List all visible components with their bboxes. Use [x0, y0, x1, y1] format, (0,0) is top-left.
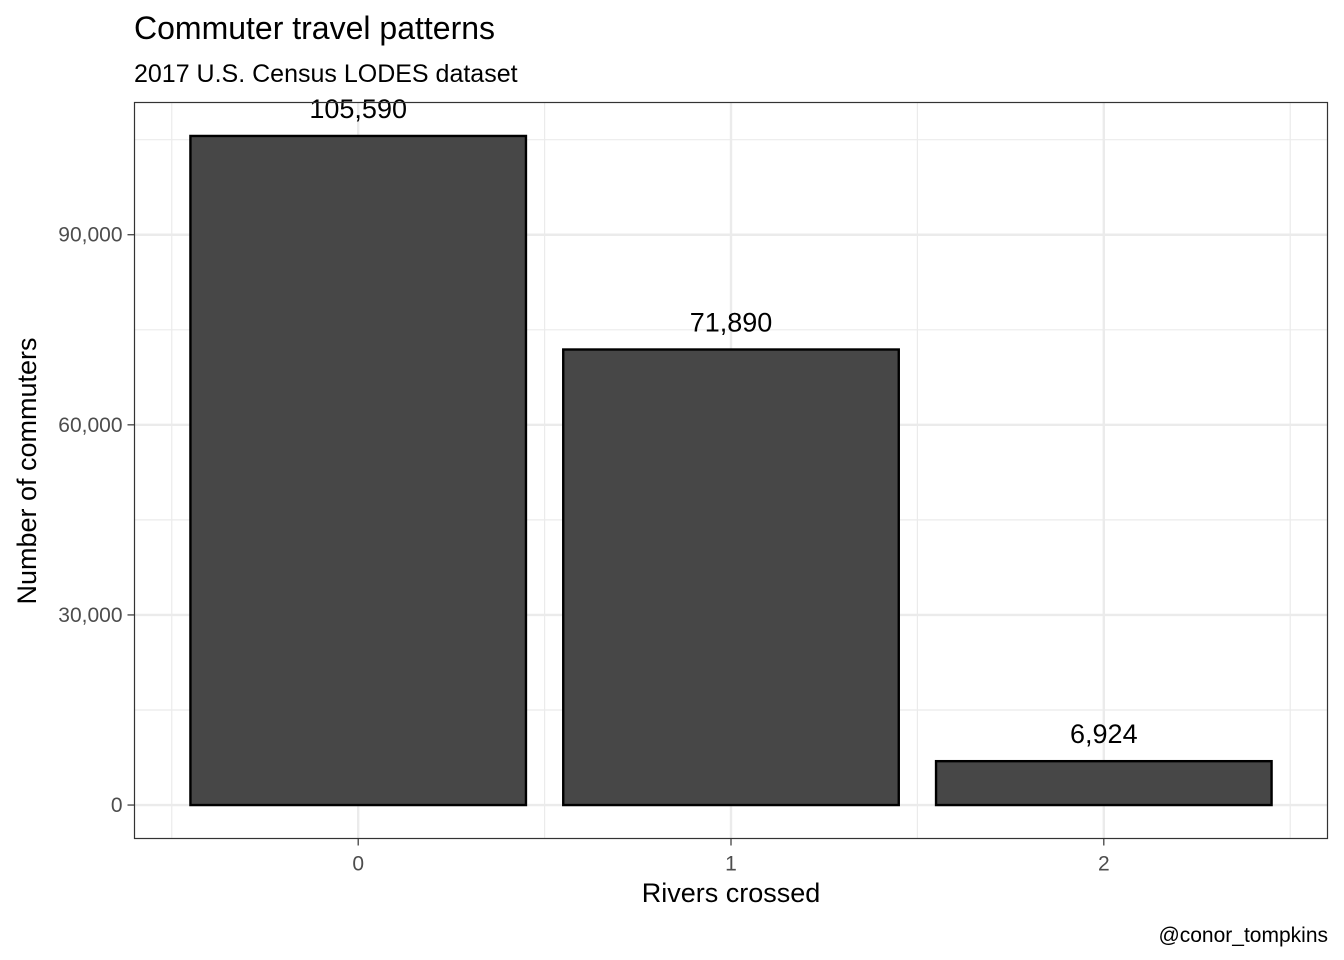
x-tick-label: 0 [352, 853, 364, 876]
value-label-0: 105,590 [309, 94, 407, 124]
y-axis-title: Number of commuters [12, 337, 42, 604]
value-labels: 105,590 71,890 6,924 [309, 94, 1137, 749]
chart-caption: @conor_tompkins [1158, 924, 1328, 947]
y-tick-label: 30,000 [58, 604, 122, 627]
bar-2 [934, 759, 1273, 807]
y-axis: 0 30,000 60,000 90,000 [58, 224, 135, 817]
chart-subtitle: 2017 U.S. Census LODES dataset [134, 60, 518, 88]
value-label-1: 71,890 [690, 308, 773, 338]
bar-1 [562, 348, 900, 807]
y-tick-label: 90,000 [58, 224, 122, 247]
x-axis-title: Rivers crossed [642, 878, 821, 908]
x-tick-label: 2 [1098, 853, 1110, 876]
chart-title: Commuter travel patterns [134, 10, 495, 46]
x-axis: 0 1 2 [352, 838, 1110, 876]
y-tick-label: 0 [111, 794, 123, 817]
bar-0 [189, 134, 528, 807]
x-tick-label: 1 [725, 853, 737, 876]
y-tick-label: 60,000 [58, 414, 122, 437]
bars [189, 134, 1273, 807]
value-label-2: 6,924 [1070, 719, 1138, 749]
